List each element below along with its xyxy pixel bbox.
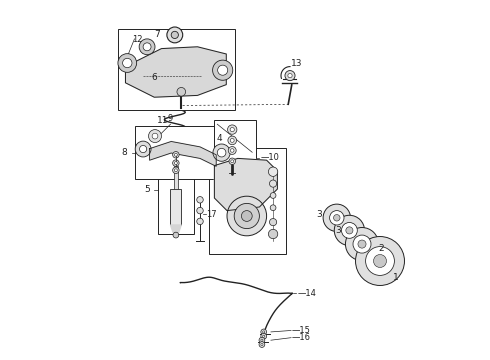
Circle shape: [230, 127, 234, 132]
Circle shape: [356, 237, 404, 285]
Text: 17: 17: [206, 210, 217, 219]
Circle shape: [122, 58, 132, 68]
Circle shape: [174, 153, 177, 156]
Circle shape: [139, 39, 155, 55]
Circle shape: [227, 125, 237, 134]
Circle shape: [140, 145, 147, 153]
Text: 3: 3: [336, 226, 342, 235]
Circle shape: [263, 335, 265, 337]
Text: 3: 3: [317, 210, 322, 219]
Circle shape: [261, 339, 263, 341]
Text: —16: —16: [292, 333, 311, 342]
Bar: [209, 148, 286, 254]
Circle shape: [135, 141, 151, 157]
Circle shape: [172, 152, 179, 158]
Circle shape: [197, 207, 203, 214]
Polygon shape: [125, 47, 226, 97]
Circle shape: [197, 197, 203, 203]
Circle shape: [269, 229, 278, 239]
Text: —10: —10: [260, 153, 279, 162]
Circle shape: [242, 211, 252, 221]
Text: —14: —14: [297, 289, 316, 298]
Text: 8: 8: [122, 148, 127, 157]
Circle shape: [217, 148, 226, 157]
Circle shape: [259, 337, 265, 343]
Circle shape: [342, 222, 357, 238]
Circle shape: [172, 160, 179, 166]
Circle shape: [197, 218, 203, 225]
Text: —15: —15: [292, 326, 311, 335]
Circle shape: [269, 167, 278, 176]
Circle shape: [152, 133, 158, 139]
Bar: [174, 166, 178, 189]
Circle shape: [230, 139, 234, 142]
Circle shape: [346, 227, 353, 234]
Circle shape: [143, 43, 151, 51]
Circle shape: [213, 144, 230, 161]
Bar: [215, 120, 256, 179]
Circle shape: [174, 162, 177, 165]
Circle shape: [213, 60, 233, 80]
Text: 6: 6: [152, 73, 157, 82]
Circle shape: [174, 169, 177, 172]
Text: 5: 5: [144, 185, 150, 194]
Circle shape: [172, 167, 179, 174]
Bar: [118, 29, 235, 110]
Circle shape: [261, 343, 263, 346]
Circle shape: [228, 147, 236, 154]
Circle shape: [234, 203, 259, 229]
Text: 13: 13: [291, 59, 303, 68]
Polygon shape: [215, 158, 277, 211]
Circle shape: [345, 228, 379, 261]
Polygon shape: [149, 141, 216, 166]
Circle shape: [167, 27, 183, 43]
Circle shape: [218, 65, 228, 75]
Circle shape: [334, 215, 340, 221]
Circle shape: [171, 31, 178, 39]
Circle shape: [334, 215, 365, 246]
Text: 4: 4: [216, 134, 222, 143]
Bar: [171, 189, 181, 225]
Circle shape: [270, 219, 277, 226]
Circle shape: [373, 255, 387, 267]
Circle shape: [259, 342, 265, 347]
Circle shape: [173, 232, 179, 238]
Circle shape: [148, 130, 162, 143]
Text: 7: 7: [154, 31, 160, 40]
Circle shape: [288, 73, 292, 78]
Circle shape: [118, 54, 137, 72]
Circle shape: [228, 136, 237, 145]
Text: 2: 2: [378, 244, 384, 253]
Bar: [158, 146, 194, 234]
Circle shape: [270, 180, 277, 187]
Circle shape: [366, 247, 394, 275]
Circle shape: [353, 235, 371, 253]
Polygon shape: [171, 225, 181, 232]
Text: 12: 12: [132, 35, 143, 44]
Circle shape: [270, 205, 276, 211]
Circle shape: [231, 160, 234, 163]
Circle shape: [177, 87, 186, 96]
Circle shape: [358, 240, 366, 248]
Circle shape: [261, 329, 267, 335]
Text: 1: 1: [393, 274, 399, 282]
Circle shape: [285, 71, 295, 81]
Circle shape: [229, 158, 236, 165]
Bar: [135, 126, 231, 179]
Circle shape: [230, 149, 234, 152]
Text: 9: 9: [168, 114, 173, 123]
Circle shape: [323, 204, 350, 231]
Circle shape: [330, 211, 344, 225]
Circle shape: [263, 331, 265, 333]
Text: 11: 11: [157, 116, 169, 125]
Circle shape: [227, 196, 267, 236]
Circle shape: [261, 333, 267, 339]
Circle shape: [270, 193, 276, 198]
